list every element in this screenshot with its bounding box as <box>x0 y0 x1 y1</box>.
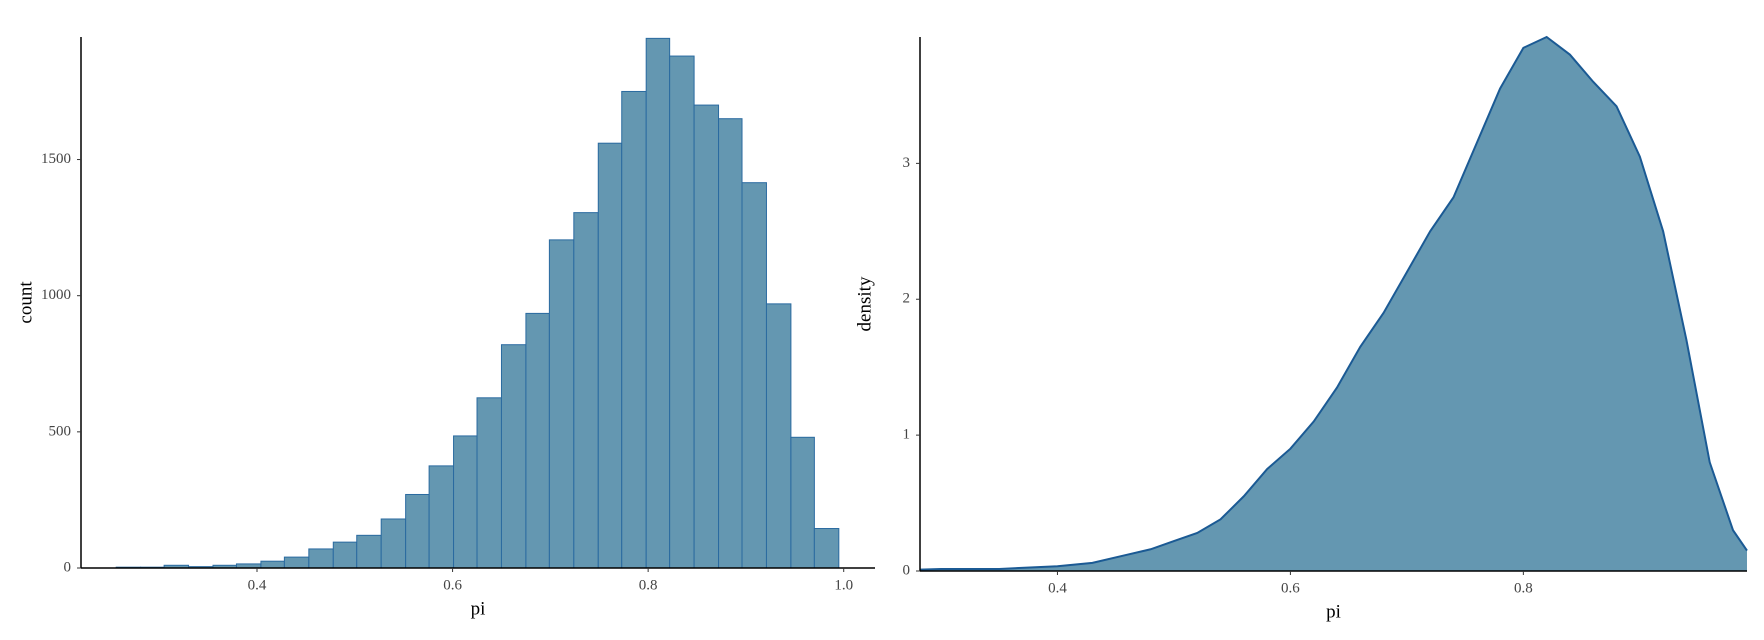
y-tick-label: 2 <box>903 291 911 307</box>
bar <box>790 436 815 569</box>
bar <box>741 182 767 569</box>
bar <box>308 548 334 569</box>
density-line <box>919 35 1748 571</box>
bar <box>283 556 310 569</box>
bar <box>332 541 358 569</box>
y-tick-label: 0 <box>64 559 72 575</box>
x-axis-title: pi <box>471 598 486 619</box>
bar <box>765 303 792 569</box>
bar <box>693 104 720 569</box>
x-tick-label: 0.8 <box>1514 580 1533 596</box>
y-tick-label: 1 <box>903 427 911 443</box>
bar <box>453 435 478 569</box>
x-axis-title: pi <box>1326 601 1341 622</box>
bar <box>405 493 430 569</box>
bar <box>669 55 695 569</box>
y-axis-title: density <box>854 276 875 331</box>
y-tick-label: 1500 <box>41 151 71 167</box>
bar <box>813 528 840 569</box>
bar <box>718 118 743 569</box>
x-tick-label: 1.0 <box>834 577 853 593</box>
bar <box>428 465 455 569</box>
bar <box>260 560 285 569</box>
y-tick-label: 0 <box>903 562 911 578</box>
x-tick-label: 0.8 <box>639 577 658 593</box>
density-area <box>920 37 1747 571</box>
bar <box>548 239 575 569</box>
x-tick-label: 0.4 <box>1048 580 1067 596</box>
bar <box>380 518 407 569</box>
bar <box>476 397 502 569</box>
bar <box>597 142 623 569</box>
bar <box>525 312 550 569</box>
y-tick-label: 500 <box>49 423 72 439</box>
y-tick-label: 1000 <box>41 287 71 303</box>
x-tick-label: 0.6 <box>443 577 462 593</box>
bar <box>500 344 527 569</box>
y-tick-label: 3 <box>903 155 911 171</box>
y-axis-title: count <box>15 281 36 324</box>
bar <box>621 90 647 569</box>
x-tick-label: 0.4 <box>248 577 267 593</box>
x-tick-label: 0.6 <box>1281 580 1300 596</box>
bar <box>356 534 382 569</box>
bar <box>573 212 599 569</box>
bar <box>645 37 671 569</box>
